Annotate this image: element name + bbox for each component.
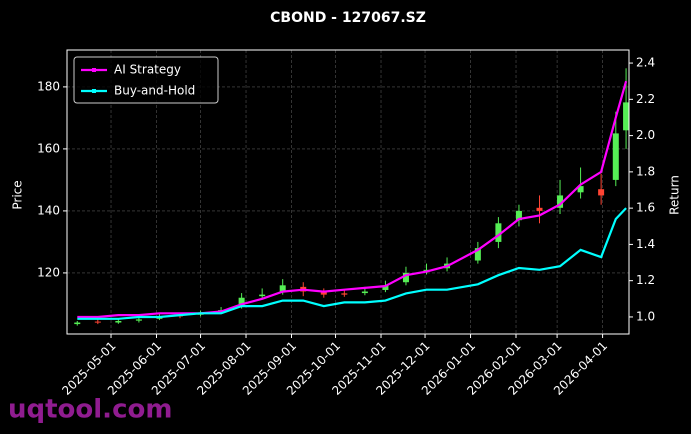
legend-marker bbox=[92, 89, 96, 93]
y2-tick-label: 1.2 bbox=[636, 273, 655, 287]
candle-body bbox=[623, 102, 630, 131]
candle-body bbox=[612, 133, 619, 180]
y-axis-label: Price bbox=[11, 180, 25, 209]
candle-body bbox=[382, 285, 389, 290]
candle-body bbox=[361, 291, 368, 294]
y2-axis-label: Return bbox=[668, 175, 682, 215]
candle-body bbox=[115, 320, 122, 323]
candle-body bbox=[598, 189, 605, 196]
series-line bbox=[77, 207, 627, 320]
candle-body bbox=[279, 285, 286, 292]
legend-label: Buy-and-Hold bbox=[114, 84, 195, 98]
y2-tick-label: 1.4 bbox=[636, 237, 655, 251]
candle-body bbox=[474, 248, 481, 261]
y-tick-label: 140 bbox=[37, 203, 60, 217]
y2-tick-label: 2.4 bbox=[636, 56, 655, 70]
candle-body bbox=[577, 186, 584, 193]
plot-frame bbox=[66, 49, 630, 335]
y2-tick-label: 2.0 bbox=[636, 128, 655, 142]
y-tick-label: 180 bbox=[37, 79, 60, 93]
y2-tick-label: 1.8 bbox=[636, 164, 655, 178]
series-line bbox=[77, 80, 628, 319]
y-tick-label: 120 bbox=[37, 265, 60, 279]
legend-label: AI Strategy bbox=[114, 63, 181, 77]
y2-tick-label: 1.0 bbox=[636, 309, 655, 323]
candle-body bbox=[557, 195, 564, 208]
y-tick-label: 160 bbox=[37, 141, 60, 155]
y2-tick-label: 2.2 bbox=[636, 92, 655, 106]
candle-body bbox=[495, 223, 502, 242]
candle-body bbox=[402, 272, 409, 283]
candle-body bbox=[259, 294, 266, 297]
chart-title: CBOND - 127067.SZ bbox=[270, 10, 426, 26]
candle-body bbox=[536, 207, 543, 211]
candle-body bbox=[94, 321, 101, 323]
y2-tick-label: 1.6 bbox=[636, 201, 655, 215]
legend-box bbox=[73, 56, 219, 104]
legend-marker bbox=[92, 68, 96, 72]
candle-body bbox=[341, 293, 348, 295]
watermark: uqtool.com bbox=[8, 395, 172, 425]
candle-body bbox=[135, 319, 142, 321]
candle-body bbox=[320, 291, 327, 295]
candle-body bbox=[238, 297, 245, 308]
candle-body bbox=[515, 210, 522, 221]
candle-body bbox=[74, 322, 81, 325]
